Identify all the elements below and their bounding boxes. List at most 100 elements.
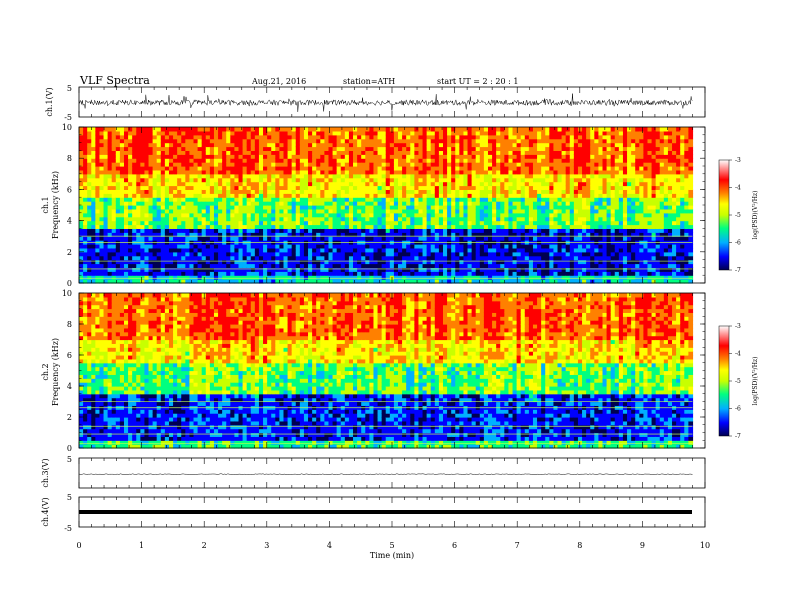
spectrogram-cell	[389, 267, 395, 272]
spectrogram-cell	[144, 177, 150, 183]
spectrogram-cell	[565, 185, 571, 190]
spectrogram-cell	[123, 208, 129, 214]
spectrogram-cell	[185, 197, 191, 202]
spectrogram-cell	[565, 150, 571, 155]
spectrogram-cell	[332, 181, 338, 187]
spectrogram-cell	[385, 247, 391, 253]
spectrogram-cell	[320, 130, 325, 136]
spectrogram-cell	[365, 197, 370, 202]
spectrogram-cell	[185, 212, 191, 218]
spectrogram-cell	[357, 193, 362, 198]
spectrogram-cell	[332, 154, 338, 159]
spectrogram-cell	[299, 212, 305, 218]
spectrogram-cell	[483, 150, 489, 155]
spectrogram-cell	[295, 162, 301, 167]
spectrogram-cell	[528, 205, 534, 210]
spectrogram-cell	[246, 154, 252, 159]
spectrogram-cell	[279, 189, 285, 194]
spectrogram-cell	[91, 259, 96, 265]
spectrogram-cell	[168, 263, 174, 268]
spectrogram-cell	[263, 197, 268, 202]
spectrogram-cell	[377, 181, 383, 187]
spectrogram-cell	[189, 247, 195, 253]
spectrogram-cell	[246, 146, 252, 151]
spectrogram-cell	[185, 169, 191, 175]
spectrogram-cell	[418, 267, 424, 272]
spectrogram-cell	[128, 189, 133, 194]
spectrogram-cell	[144, 154, 150, 159]
spectrogram-cell	[389, 197, 395, 202]
spectrogram-cell	[279, 216, 285, 222]
spectrogram-cell	[312, 189, 317, 194]
spectrogram-cell	[136, 279, 141, 284]
spectrogram-cell	[463, 267, 469, 272]
spectrogram-cell	[434, 212, 440, 218]
spectrogram-cell	[87, 255, 92, 261]
spectrogram-cell	[447, 228, 452, 233]
spectrogram-cell	[308, 271, 313, 276]
spectrogram-cell	[365, 224, 370, 229]
spectrogram-cell	[479, 185, 485, 190]
spectrogram-cell	[459, 181, 465, 187]
spectrogram-cell	[504, 228, 510, 233]
spectrogram-cell	[173, 181, 178, 187]
spectrogram-cell	[353, 166, 358, 171]
spectrogram-cell	[295, 189, 301, 194]
spectrogram-cell	[471, 181, 477, 187]
spectrogram-cell	[455, 251, 460, 257]
spectrogram-cell	[128, 228, 133, 233]
spectrogram-cell	[312, 224, 317, 229]
spectrogram-cell	[398, 263, 403, 268]
spectrogram-cell	[234, 208, 240, 214]
spectrogram-cell	[393, 197, 399, 202]
spectrogram-cell	[238, 247, 244, 253]
spectrogram-cell	[111, 158, 117, 163]
spectrogram-cell	[291, 220, 297, 226]
spectrogram-cell	[532, 134, 538, 140]
spectrogram-cell	[516, 267, 522, 272]
spectrogram-cell	[197, 224, 203, 229]
spectrogram-cell	[295, 251, 301, 257]
spectrogram-cell	[479, 279, 485, 284]
spectrogram-cell	[426, 177, 432, 183]
spectrogram-cell	[160, 224, 166, 229]
spectrogram-cell	[422, 166, 428, 171]
spectrogram-cell	[328, 259, 334, 265]
spectrogram-cell	[291, 185, 297, 190]
spectrogram-cell	[496, 205, 501, 210]
spectrogram-cell	[250, 201, 256, 206]
spectrogram-cell	[336, 267, 342, 272]
spectrogram-cell	[438, 185, 444, 190]
spectrogram-cell	[573, 205, 579, 210]
spectrogram-cell	[258, 181, 264, 187]
spectrogram-cell	[381, 142, 387, 148]
spectrogram-cell	[205, 267, 211, 272]
spectrogram-cell	[164, 166, 170, 171]
spectrogram-cell	[226, 259, 231, 265]
spectrogram-cell	[532, 162, 538, 167]
spectrogram-cell	[385, 166, 391, 171]
spectrogram-cell	[532, 244, 538, 249]
spectrogram-cell	[136, 166, 141, 171]
spectrogram-cell	[156, 212, 162, 218]
spectrogram-cell	[234, 162, 240, 167]
spectrogram-cell	[267, 169, 272, 175]
spectrogram-cell	[132, 216, 137, 222]
spectrogram-cell	[197, 216, 203, 222]
spectrogram-cell	[254, 185, 260, 190]
spectrogram-cell	[263, 134, 268, 140]
spectrogram-cell	[459, 158, 465, 163]
spectrogram-cell	[87, 216, 92, 222]
spectrogram-cell	[537, 208, 542, 214]
spectrogram-cell	[263, 154, 268, 159]
spectrogram-cell	[258, 220, 264, 226]
spectrogram-cell	[553, 127, 559, 132]
spectrogram-cell	[451, 244, 456, 249]
spectrogram-cell	[103, 193, 109, 198]
spectrogram-cell	[254, 162, 260, 167]
spectrogram-cell	[250, 279, 256, 284]
spectrogram-cell	[520, 177, 526, 183]
spectrogram-cell	[500, 181, 505, 187]
spectrogram-cell	[348, 244, 354, 249]
spectrogram-cell	[492, 251, 497, 257]
